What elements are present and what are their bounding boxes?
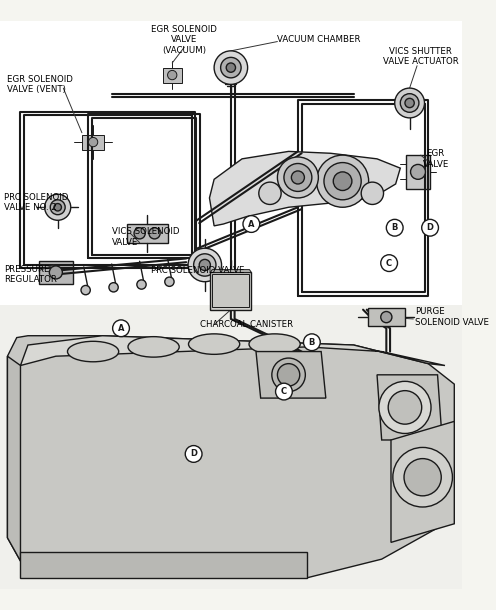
Polygon shape [126, 224, 168, 243]
Text: PURGE
SOLENOID VALVE: PURGE SOLENOID VALVE [415, 307, 489, 327]
Circle shape [386, 220, 403, 236]
Circle shape [277, 157, 318, 198]
Circle shape [393, 447, 452, 507]
Circle shape [168, 70, 177, 80]
Circle shape [113, 320, 129, 337]
Polygon shape [256, 351, 326, 398]
Circle shape [277, 364, 300, 386]
Circle shape [137, 280, 146, 289]
Polygon shape [210, 270, 251, 273]
Text: A: A [248, 220, 254, 229]
Text: B: B [309, 338, 315, 346]
Text: VICS SOLENOID
VALVE: VICS SOLENOID VALVE [112, 228, 179, 246]
Polygon shape [7, 356, 20, 561]
Polygon shape [0, 305, 462, 589]
Circle shape [316, 155, 369, 207]
Text: C: C [281, 387, 287, 396]
Circle shape [109, 282, 118, 292]
Polygon shape [210, 273, 251, 310]
Circle shape [214, 51, 248, 84]
Circle shape [400, 94, 419, 112]
Circle shape [259, 182, 281, 204]
Circle shape [404, 459, 441, 496]
Ellipse shape [128, 337, 179, 357]
Circle shape [361, 182, 383, 204]
Circle shape [49, 266, 62, 279]
Text: C: C [386, 259, 392, 268]
Polygon shape [7, 336, 454, 578]
Circle shape [276, 383, 292, 400]
Circle shape [88, 137, 98, 147]
Polygon shape [406, 155, 430, 188]
Circle shape [381, 312, 392, 323]
Circle shape [304, 334, 320, 351]
Text: EGR
VALVE: EGR VALVE [423, 149, 449, 168]
Circle shape [272, 358, 306, 392]
Circle shape [50, 200, 65, 215]
Circle shape [188, 248, 222, 282]
Circle shape [395, 88, 425, 118]
Text: B: B [391, 223, 398, 232]
Circle shape [193, 254, 216, 276]
Text: VACUUM CHAMBER: VACUUM CHAMBER [277, 35, 361, 44]
Text: EGR SOLENOID
VALVE
(VACUUM): EGR SOLENOID VALVE (VACUUM) [151, 25, 217, 54]
Polygon shape [20, 336, 445, 365]
Ellipse shape [188, 334, 240, 354]
Polygon shape [391, 422, 454, 542]
Circle shape [54, 204, 62, 211]
Ellipse shape [67, 342, 119, 362]
Text: PRC SOLENOID VALVE: PRC SOLENOID VALVE [151, 266, 245, 275]
Text: PRC SOLENOID
VALVE NO. 2: PRC SOLENOID VALVE NO. 2 [4, 193, 68, 212]
Circle shape [134, 228, 145, 239]
Text: D: D [427, 223, 434, 232]
Circle shape [165, 277, 174, 286]
Polygon shape [163, 68, 182, 82]
Circle shape [411, 165, 426, 179]
Circle shape [422, 220, 438, 236]
Circle shape [324, 163, 361, 200]
Circle shape [291, 171, 305, 184]
Circle shape [333, 172, 352, 190]
Circle shape [381, 255, 397, 271]
Text: A: A [118, 324, 124, 333]
Circle shape [379, 381, 431, 434]
Polygon shape [82, 135, 104, 149]
Circle shape [199, 259, 210, 271]
Circle shape [284, 163, 312, 192]
Text: VICS SHUTTER
VALVE ACTUATOR: VICS SHUTTER VALVE ACTUATOR [383, 47, 459, 66]
Circle shape [405, 98, 414, 107]
Polygon shape [209, 151, 400, 226]
Ellipse shape [249, 334, 300, 354]
Polygon shape [212, 274, 249, 307]
Polygon shape [39, 261, 72, 284]
Circle shape [81, 285, 90, 295]
Text: D: D [190, 450, 197, 459]
Polygon shape [20, 551, 307, 578]
Circle shape [149, 228, 160, 239]
Circle shape [185, 445, 202, 462]
Text: PRESSURE
REGULATOR: PRESSURE REGULATOR [4, 265, 57, 284]
Circle shape [226, 63, 236, 72]
Text: EGR SOLENOID
VALVE (VENT): EGR SOLENOID VALVE (VENT) [7, 74, 73, 94]
Circle shape [388, 390, 422, 424]
Circle shape [243, 215, 260, 232]
Polygon shape [377, 375, 442, 440]
Polygon shape [0, 21, 462, 310]
Text: CHARCOAL CANISTER: CHARCOAL CANISTER [200, 320, 293, 329]
Polygon shape [368, 308, 405, 326]
Circle shape [45, 194, 71, 220]
Circle shape [221, 57, 241, 78]
